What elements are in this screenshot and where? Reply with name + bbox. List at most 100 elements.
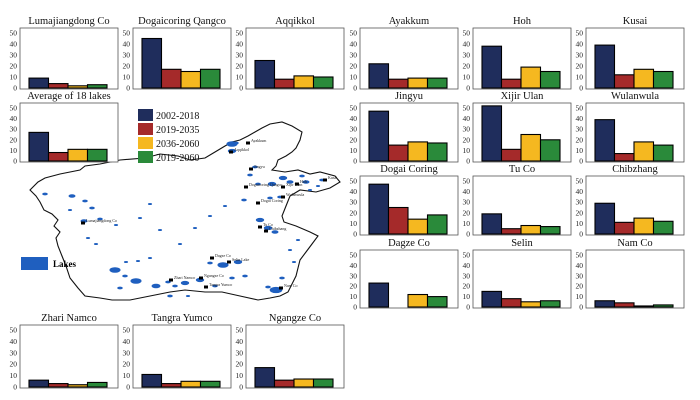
y-tick-label: 30 — [463, 271, 471, 280]
bar-2002-2018 — [368, 63, 390, 89]
y-tick-label: 10 — [576, 292, 584, 301]
y-tick-label: 40 — [10, 40, 18, 49]
lake-shape — [222, 204, 228, 208]
lake-shape — [180, 280, 190, 286]
bar-2019-2035 — [387, 144, 409, 162]
y-tick-label: 0 — [13, 157, 17, 166]
y-tick-label: 10 — [463, 73, 471, 82]
y-tick-label: 30 — [10, 348, 18, 357]
bar-2019-2035 — [613, 153, 635, 162]
bar-2036-2060 — [520, 133, 542, 162]
lake-label: Tangra Yumco — [209, 282, 232, 287]
y-tick-label: 50 — [576, 251, 584, 260]
y-tick-label: 40 — [463, 114, 471, 123]
y-tick-label: 20 — [123, 62, 131, 71]
y-tick-label: 50 — [123, 29, 131, 38]
panel-title: Xijir Ulan — [501, 91, 545, 102]
lake-shape — [279, 276, 285, 280]
y-tick-label: 0 — [466, 84, 470, 93]
legend-label: 2019-2035 — [156, 125, 199, 136]
bar-2019-2060 — [652, 144, 674, 162]
lake-shape — [89, 206, 95, 210]
y-tick-label: 10 — [123, 73, 131, 82]
y-tick-label: 20 — [463, 208, 471, 217]
y-tick-label: 50 — [576, 177, 584, 186]
y-tick-label: 30 — [236, 51, 244, 60]
lake-shape — [255, 182, 261, 186]
panel-title: Average of 18 lakes — [27, 91, 110, 102]
y-tick-label: 50 — [10, 104, 18, 113]
y-tick-label: 40 — [576, 40, 584, 49]
y-tick-label: 30 — [123, 348, 131, 357]
y-tick-label: 20 — [350, 208, 358, 217]
y-tick-label: 20 — [123, 360, 131, 369]
panel-title: Tu Co — [509, 164, 535, 175]
bar-2036-2060 — [67, 148, 89, 162]
y-tick-label: 30 — [10, 51, 18, 60]
panel-title: Lumajiangdong Co — [28, 16, 109, 27]
y-tick-label: 0 — [353, 157, 357, 166]
bar-2036-2060 — [633, 68, 655, 89]
lake-shape — [93, 242, 99, 246]
lake-shape — [42, 192, 48, 196]
lake-label: Kusai — [328, 175, 338, 180]
y-tick-label: 50 — [10, 29, 18, 38]
panel-title: Ayakkum — [389, 16, 429, 27]
lake-label: Ayakkum — [251, 138, 267, 143]
y-tick-label: 50 — [123, 326, 131, 335]
lake-shape — [233, 141, 239, 145]
lake-marker — [295, 182, 299, 186]
bar-2036-2060 — [520, 301, 542, 308]
lake-marker — [264, 229, 268, 233]
bar-2036-2060 — [67, 384, 89, 388]
bar-2036-2060 — [633, 305, 655, 308]
bar-2019-2035 — [47, 151, 69, 162]
map-legend-swatch — [21, 257, 48, 270]
legend-item: 2019-2035 — [138, 123, 199, 136]
lake-shape — [287, 248, 293, 252]
lake-marker — [169, 278, 173, 282]
y-tick-label: 0 — [126, 383, 130, 392]
y-tick-label: 30 — [576, 51, 584, 60]
lake-shape — [242, 274, 248, 278]
panel-title: Aqqikkol — [275, 16, 315, 27]
bar-2002-2018 — [141, 37, 163, 89]
panel-title: Chibzhang — [612, 164, 658, 175]
bar-panel: Kusai 0 10 20 30 40 50 — [576, 16, 685, 93]
lake-label: Wulanwula — [286, 192, 305, 197]
y-tick-label: 20 — [463, 282, 471, 291]
y-tick-label: 40 — [350, 114, 358, 123]
lake-label: Hoh — [300, 179, 307, 184]
legend-item: 2002-2018 — [138, 109, 199, 122]
legend-swatch-2036-2060 — [138, 137, 153, 149]
lake-shape — [286, 180, 294, 184]
y-tick-label: 10 — [10, 146, 18, 155]
bar-2036-2060 — [293, 75, 315, 89]
bar-2019-2060 — [426, 77, 448, 89]
plot-frame — [585, 249, 685, 309]
lake-shape — [192, 226, 198, 230]
bar-2036-2060 — [633, 141, 655, 162]
bar-panel: Zhari Namco 0 10 20 30 40 50 — [10, 313, 119, 392]
y-tick-label: 10 — [10, 371, 18, 380]
y-tick-label: 30 — [123, 51, 131, 60]
lake-shape — [97, 217, 103, 221]
lake-label: Tu Co — [263, 222, 273, 227]
y-tick-label: 30 — [350, 271, 358, 280]
y-tick-label: 50 — [463, 104, 471, 113]
y-tick-label: 50 — [576, 29, 584, 38]
map-legend-label: Lakes — [53, 259, 77, 269]
bar-2002-2018 — [481, 213, 503, 235]
y-tick-label: 10 — [576, 146, 584, 155]
bar-2019-2060 — [312, 378, 334, 388]
panel-title: Dagze Co — [388, 238, 430, 249]
bar-2019-2060 — [426, 214, 448, 235]
lake-marker — [199, 276, 203, 280]
y-tick-label: 50 — [463, 177, 471, 186]
legend-swatch-2002-2018 — [138, 109, 153, 121]
